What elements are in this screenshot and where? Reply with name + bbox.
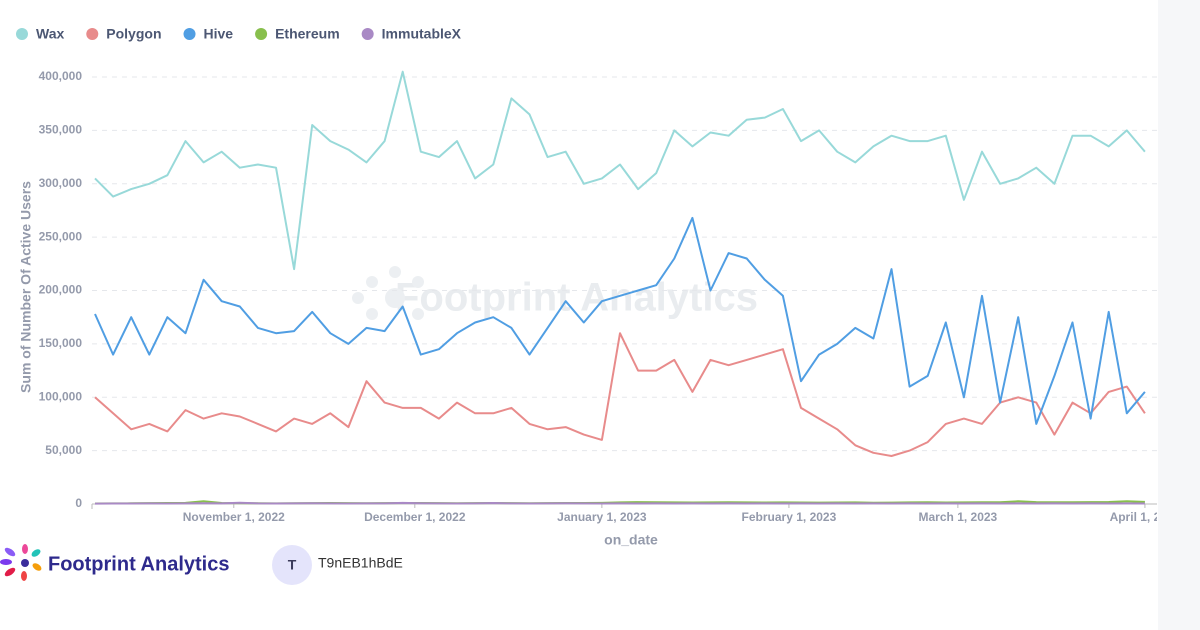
y-tick-label: 100,000 [39, 389, 83, 403]
y-tick-label: 400,000 [39, 69, 83, 83]
x-axis-label: on_date [604, 532, 658, 548]
y-axis-label: Sum of Number Of Active Users [18, 181, 34, 393]
x-ticks: November 1, 2022 December 1, 2022 January … [183, 504, 1158, 524]
y-tick-label: 300,000 [39, 176, 83, 190]
x-tick-label: February 1, 2023 [742, 510, 837, 524]
line-series [94, 501, 1145, 505]
avatar-initial: T [288, 557, 297, 573]
watermark-logo [352, 266, 424, 320]
x-tick-label: January 1, 2023 [557, 510, 647, 524]
line-series [94, 332, 1146, 457]
x-tick-label: March 1, 2023 [919, 510, 998, 524]
legend-label[interactable]: ImmutableX [382, 26, 462, 42]
y-tick-label: 150,000 [39, 336, 83, 350]
legend-marker [16, 28, 28, 40]
line-series [94, 216, 1146, 425]
legend-marker [255, 28, 268, 40]
legend-label[interactable]: Hive [204, 26, 234, 42]
y-tick-label: 250,000 [39, 229, 83, 243]
y-tick-label: 50,000 [45, 443, 82, 457]
x-tick-label: December 1, 2022 [364, 510, 466, 524]
legend-marker [183, 28, 196, 40]
brand-name: Footprint Analytics [48, 553, 229, 575]
legend-marker [86, 28, 99, 40]
brand: Footprint Analytics [0, 544, 229, 581]
legend-label[interactable]: Wax [36, 26, 64, 42]
x-tick-label: November 1, 2022 [183, 510, 285, 524]
avatar[interactable] [272, 545, 312, 585]
chart: Footprint Analytics Sum of Number Of Act… [0, 26, 1158, 585]
y-tick-label: 0 [75, 496, 82, 510]
y-tick-label: 350,000 [39, 123, 83, 137]
legend-marker [361, 28, 374, 40]
side-panel [1158, 0, 1200, 630]
user-name[interactable]: T9nEB1hBdE [318, 555, 403, 571]
line-series [94, 70, 1146, 271]
plot [94, 70, 1146, 505]
legend-label[interactable]: Polygon [106, 26, 161, 42]
y-tick-label: 200,000 [39, 283, 83, 297]
legend-label[interactable]: Ethereum [275, 26, 340, 42]
watermark: Footprint Analytics [395, 276, 758, 320]
x-tick-label: April 1, 2023 [1110, 510, 1158, 524]
